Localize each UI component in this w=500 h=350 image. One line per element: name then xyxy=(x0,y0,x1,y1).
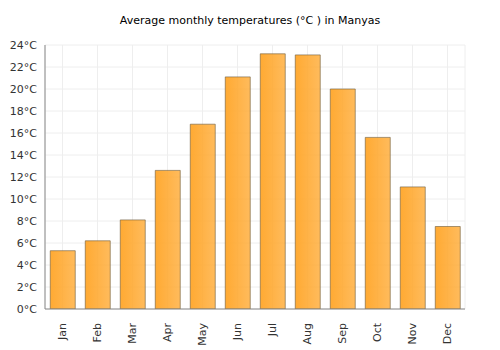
svg-text:Nov: Nov xyxy=(406,323,419,345)
svg-text:Mar: Mar xyxy=(126,323,139,344)
svg-text:12°C: 12°C xyxy=(10,171,37,184)
svg-text:Jan: Jan xyxy=(56,323,69,341)
svg-text:24°C: 24°C xyxy=(10,39,37,52)
svg-text:Apr: Apr xyxy=(161,323,174,343)
svg-text:6°C: 6°C xyxy=(17,237,37,250)
svg-text:0°C: 0°C xyxy=(17,303,37,316)
svg-text:2°C: 2°C xyxy=(17,281,37,294)
svg-text:20°C: 20°C xyxy=(10,83,37,96)
svg-text:16°C: 16°C xyxy=(10,127,37,140)
svg-text:4°C: 4°C xyxy=(17,259,37,272)
svg-text:10°C: 10°C xyxy=(10,193,37,206)
svg-text:18°C: 18°C xyxy=(10,105,37,118)
svg-text:22°C: 22°C xyxy=(10,61,37,74)
svg-text:14°C: 14°C xyxy=(10,149,37,162)
svg-text:Sep: Sep xyxy=(336,323,349,344)
html-text:Average monthly temperatures (: Average monthly temperatures (°C ) in Ma… xyxy=(119,14,381,27)
svg-text:Jul: Jul xyxy=(266,323,279,337)
svg-text:8°C: 8°C xyxy=(17,215,37,228)
svg-text:Dec: Dec xyxy=(441,323,454,344)
svg-text:Aug: Aug xyxy=(301,323,314,344)
svg-text:Oct: Oct xyxy=(371,322,384,342)
svg-text:May: May xyxy=(196,323,209,346)
svg-text:Jun: Jun xyxy=(231,323,244,341)
svg-text:Feb: Feb xyxy=(91,323,104,342)
